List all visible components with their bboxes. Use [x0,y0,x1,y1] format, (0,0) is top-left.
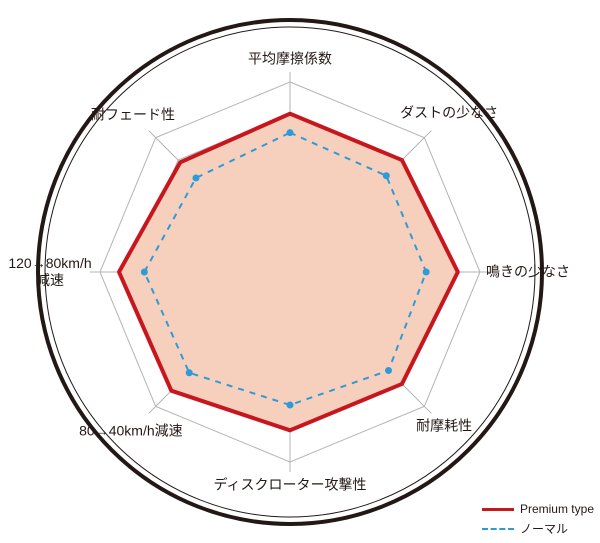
axis-label: 平均摩擦係数 [248,51,332,68]
legend-row-normal: ノーマル [482,520,594,537]
axis-label: 120→80km/h 減速 [8,255,91,289]
axis-label: 鳴きの少なさ [486,264,570,281]
axis-label: ダストの少なさ [400,104,498,121]
legend-swatch-normal [482,528,514,530]
axis-label: 80→40km/h減速 [79,423,182,440]
legend: Premium type ノーマル [482,498,594,537]
radar-chart-stage: Premium type ノーマル 平均摩擦係数ダストの少なさ鳴きの少なさ耐摩耗… [0,0,600,543]
axis-label: ディスクローター攻撃性 [213,477,366,494]
axis-label: 耐フェード性 [91,107,175,124]
legend-row-premium: Premium type [482,502,594,516]
legend-label-normal: ノーマル [520,520,568,537]
legend-label-premium: Premium type [520,502,594,516]
legend-swatch-premium [482,508,514,511]
axis-label: 耐摩耗性 [416,418,472,435]
